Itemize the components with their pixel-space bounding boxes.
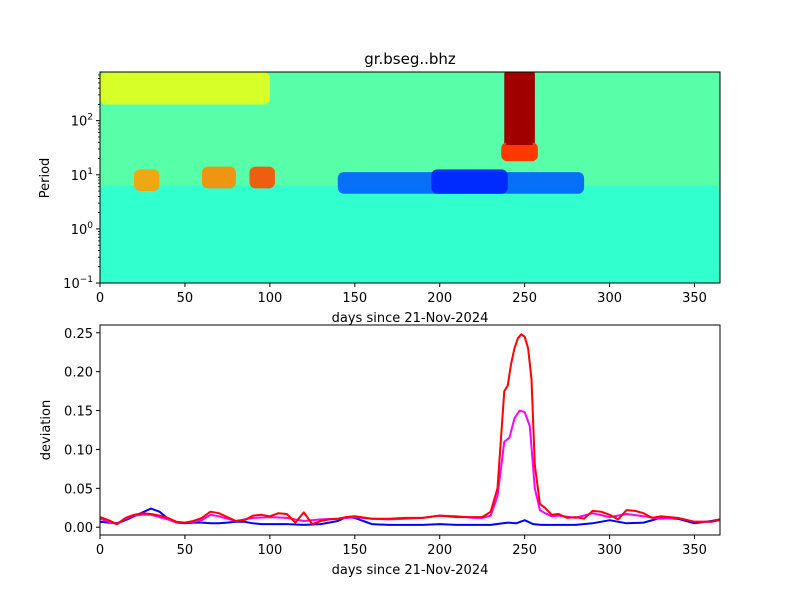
heatmap-panel: gr.bseg..bhz 0 50 100 150 200 250 300 350 10−11… xyxy=(38,50,721,326)
heatmap-y-axis: 10−1 100 101 102 xyxy=(63,74,100,292)
heatmap-x-tick-label: 150 xyxy=(342,291,367,306)
heatmap-event-core xyxy=(506,72,533,146)
line-x-tick-label: 0 xyxy=(96,543,104,558)
line-x-tick-label: 150 xyxy=(342,543,367,558)
line-y-tick-label: 0.05 xyxy=(64,482,93,497)
heatmap-x-tick-label: 50 xyxy=(177,291,194,306)
heatmap-x-tick-label: 100 xyxy=(257,291,282,306)
heatmap-canvas xyxy=(100,72,720,283)
heatmap-x-tick-label: 250 xyxy=(512,291,537,306)
line-x-label: days since 21-Nov-2024 xyxy=(332,563,489,578)
series-line-red xyxy=(99,333,721,526)
line-x-tick-label: 350 xyxy=(682,543,707,558)
heatmap-event-halo xyxy=(501,142,538,162)
heatmap-x-tick-label: 300 xyxy=(597,291,622,306)
heatmap-x-tick-label: 0 xyxy=(96,291,104,306)
heatmap-patch xyxy=(201,166,236,189)
line-y-tick-label: 0.00 xyxy=(64,521,93,536)
line-series-group xyxy=(99,333,721,526)
heatmap-x-tick-label: 350 xyxy=(682,291,707,306)
heatmap-patch xyxy=(133,169,160,192)
heatmap-patch xyxy=(100,185,720,283)
heatmap-y-tick-label: 102 xyxy=(71,113,93,130)
line-y-tick-label: 0.20 xyxy=(64,366,93,381)
line-x-tick-label: 50 xyxy=(177,543,194,558)
heatmap-y-tick-label: 101 xyxy=(71,167,93,184)
line-y-label: deviation xyxy=(39,400,54,460)
line-x-tick-label: 100 xyxy=(257,543,282,558)
line-x-axis: 0 50 100 150 200 250 300 350 xyxy=(96,535,707,558)
heatmap-x-axis: 0 50 100 150 200 250 300 350 xyxy=(96,283,707,306)
heatmap-patch xyxy=(431,169,508,194)
heatmap-patch xyxy=(100,72,270,105)
line-y-tick-label: 0.15 xyxy=(64,405,93,420)
heatmap-y-tick-label: 100 xyxy=(71,221,94,238)
line-panel: 0.00 0.05 0.10 0.15 0.20 0.25 0 50 100 150 200 250… xyxy=(39,324,721,578)
heatmap-patch xyxy=(249,166,275,189)
line-frame xyxy=(99,324,721,536)
heatmap-y-tick-label: 10−1 xyxy=(63,275,93,292)
line-y-tick-label: 0.25 xyxy=(64,327,93,342)
line-y-axis: 0.00 0.05 0.10 0.15 0.20 0.25 xyxy=(64,327,100,536)
line-x-tick-label: 250 xyxy=(512,543,537,558)
heatmap-title: gr.bseg..bhz xyxy=(364,50,456,68)
heatmap-x-tick-label: 200 xyxy=(427,291,452,306)
line-x-tick-label: 300 xyxy=(597,543,622,558)
heatmap-y-label: Period xyxy=(38,158,53,199)
line-x-tick-label: 200 xyxy=(427,543,452,558)
heatmap-x-label: days since 21-Nov-2024 xyxy=(332,311,489,326)
line-y-tick-label: 0.10 xyxy=(64,443,93,458)
